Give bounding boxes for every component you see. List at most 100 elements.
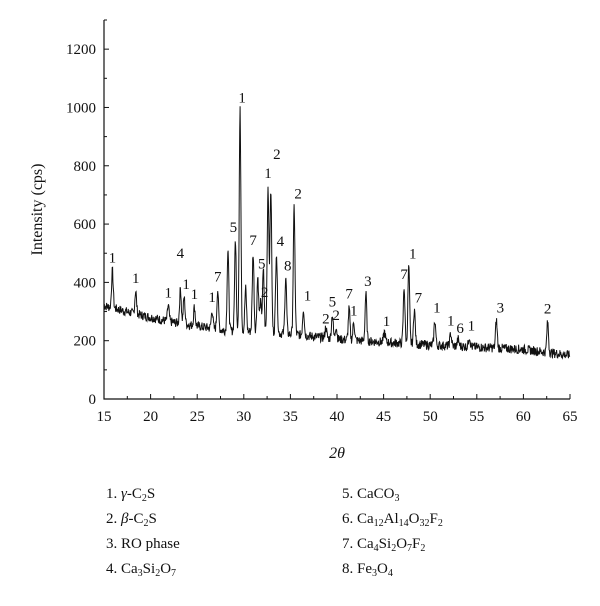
phase-key-text: 7 xyxy=(407,543,413,554)
phase-key-text: 3 xyxy=(394,493,400,504)
x-axis-title: 2θ xyxy=(329,445,345,462)
peak-label: 1 xyxy=(238,90,246,106)
x-tick-label: 25 xyxy=(190,409,205,425)
peak-label: 7 xyxy=(415,291,423,307)
peak-label: 1 xyxy=(132,271,140,287)
phase-key-text: O xyxy=(408,511,420,527)
phase-key-item: 8. Fe3O4 xyxy=(342,557,443,582)
peak-label: 2 xyxy=(322,312,330,328)
y-tick-label: 0 xyxy=(89,392,97,408)
phase-key-text: 3 xyxy=(137,568,143,579)
peak-label: 1 xyxy=(350,304,358,320)
y-tick-label: 400 xyxy=(74,275,97,291)
phase-key-left: 1. γ-C2S 2. β-C2S 3. RO phase 4. Ca3Si2O7 xyxy=(106,482,180,582)
peak-label: 2 xyxy=(273,147,281,163)
phase-key-number: 7. xyxy=(342,536,357,552)
y-axis-title: Intensity (cps) xyxy=(29,164,46,256)
peak-label: 1 xyxy=(208,290,216,306)
peak-label: 1 xyxy=(304,289,312,305)
peak-label: 8 xyxy=(284,259,292,275)
peak-label: 1 xyxy=(182,277,190,293)
peak-label: 2 xyxy=(261,285,269,301)
peak-label: 1 xyxy=(109,251,117,267)
y-tick-label: 1000 xyxy=(66,100,96,116)
phase-key-text: 3 xyxy=(372,568,377,579)
phase-key-number: 5. xyxy=(342,486,357,502)
peak-label: 1 xyxy=(191,287,199,303)
y-tick-label: 1200 xyxy=(66,42,96,58)
phase-key-text: 2 xyxy=(437,518,443,529)
phase-key-number: 4. xyxy=(106,561,121,577)
xrd-pattern-line xyxy=(103,106,571,360)
phase-key-text: 2 xyxy=(143,518,149,529)
phase-key-text: 4 xyxy=(387,568,393,579)
y-tick-label: 800 xyxy=(74,159,97,175)
phase-key-text: 2 xyxy=(155,568,161,579)
peak-label: 3 xyxy=(497,300,505,316)
peak-label: 2 xyxy=(294,187,302,203)
peak-label: 7 xyxy=(345,287,353,303)
y-tick-label: 600 xyxy=(74,217,97,233)
x-tick-label: 60 xyxy=(516,409,531,425)
phase-key-text: Ca xyxy=(357,536,374,552)
peak-label: 1 xyxy=(433,300,441,316)
chart-axes xyxy=(103,20,570,400)
x-tick-label: 15 xyxy=(97,409,112,425)
peak-label: 5 xyxy=(230,220,238,236)
phase-key-item: 2. β-C2S xyxy=(106,507,180,532)
phase-key-text: 14 xyxy=(398,518,409,529)
phase-key-text: F xyxy=(412,536,421,552)
peak-label: 5 xyxy=(329,294,337,310)
phase-key-text: γ xyxy=(121,486,127,502)
phase-key-text: RO phase xyxy=(121,536,180,552)
phase-key-text: Al xyxy=(383,511,399,527)
phase-key-number: 6. xyxy=(342,511,357,527)
phase-key-item: 3. RO phase xyxy=(106,532,180,557)
phase-key-right: 5. CaCO3 6. Ca12Al14O32F2 7. Ca4Si2O7F2 8. … xyxy=(342,482,443,582)
x-tick-label: 20 xyxy=(143,409,158,425)
phase-key-text: Fe xyxy=(357,561,372,577)
phase-key-text: 2 xyxy=(420,543,426,554)
peak-label: 1 xyxy=(264,166,272,182)
peak-label: 1 xyxy=(383,314,391,330)
peak-label: 6 xyxy=(456,321,464,337)
chart-ticks: 15 20 25 30 35 40 45 50 55 60 65020040060080010001… xyxy=(66,19,578,425)
peak-label: 4 xyxy=(177,246,185,262)
phase-key-text: O xyxy=(377,561,388,577)
phase-key-text: β xyxy=(121,511,129,527)
peak-label: 7 xyxy=(249,233,257,249)
phase-key-item: 6. Ca12Al14O32F2 xyxy=(342,507,443,532)
phase-key-number: 3. xyxy=(106,536,121,552)
peak-label: 1 xyxy=(165,286,173,302)
x-tick-label: 55 xyxy=(469,409,484,425)
phase-key-text: Si xyxy=(378,536,392,552)
phase-key-number: 1. xyxy=(106,486,121,502)
phase-key-item: 7. Ca4Si2O7F2 xyxy=(342,532,443,557)
phase-key-text: S xyxy=(148,511,157,527)
peak-label: 1 xyxy=(447,313,455,329)
peak-label: 3 xyxy=(364,274,372,290)
x-tick-label: 65 xyxy=(563,409,578,425)
peak-label: 1 xyxy=(409,246,417,262)
peak-label: 5 xyxy=(258,257,266,273)
phase-key-text: 2 xyxy=(141,493,147,504)
y-tick-label: 200 xyxy=(74,334,97,350)
phase-key-text: Si xyxy=(142,561,156,577)
phase-key-text: Ca xyxy=(121,561,138,577)
axis-lines xyxy=(103,20,570,400)
phase-key-item: 4. Ca3Si2O7 xyxy=(106,557,180,582)
phase-key-text: -C xyxy=(128,511,144,527)
peak-label: 2 xyxy=(332,308,340,324)
x-tick-label: 35 xyxy=(283,409,298,425)
phase-key-text: S xyxy=(146,486,156,502)
peak-label: 4 xyxy=(277,234,285,250)
phase-key-number: 2. xyxy=(106,511,121,527)
x-tick-label: 45 xyxy=(376,409,391,425)
phase-key-text: 4 xyxy=(373,543,379,554)
peak-label: 2 xyxy=(544,302,552,318)
x-tick-label: 30 xyxy=(236,409,251,425)
peak-label: 7 xyxy=(214,270,222,286)
phase-key-text: 7 xyxy=(171,568,177,579)
phase-key-text: 2 xyxy=(391,543,397,554)
